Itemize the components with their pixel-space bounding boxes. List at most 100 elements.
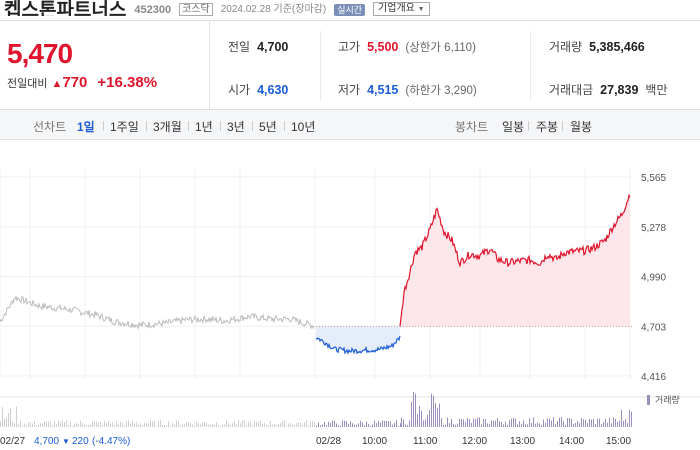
volume-bar [435,403,436,427]
volume-bar [625,419,626,427]
volume-bar [224,424,225,427]
volume-bar [617,421,618,427]
period-1d[interactable]: 1일 [77,120,95,134]
period-1y[interactable]: 1년 [195,120,213,134]
y-tick-label: 4,416 [641,372,666,383]
volume-bar [599,418,600,427]
period-10y[interactable]: 10년 [291,120,316,134]
volume-bar [56,424,57,427]
volume-bar [172,423,173,427]
volume-bar [70,421,71,427]
volume-bar [166,425,167,427]
period-3m[interactable]: 3개월 [153,120,182,134]
volume-bar [380,422,381,427]
volume-bar [18,424,19,427]
period-5y[interactable]: 5년 [259,120,277,134]
volume-bar [108,421,109,427]
volume-bar [194,425,195,427]
volume-bar [292,424,293,427]
volume-bar [138,424,139,427]
down-area-fill [316,326,400,354]
volume-bar [278,424,279,427]
volume-bar [332,420,333,427]
volume-bar [288,423,289,427]
volume-bar [132,421,133,427]
volume-bar [521,423,522,427]
volume-bar [449,423,450,427]
volume-bar [611,423,612,427]
volume-bar [356,424,357,427]
volume-bar [563,421,564,427]
volume-bar [20,421,21,427]
volume-bar [507,424,508,427]
volume-bar [561,417,562,427]
volume-bar [409,420,410,427]
y-axis-ticks: 5,565 5,278 4,990 4,703 4,416 [641,173,666,383]
volume-bar [268,425,269,427]
separator [103,121,104,131]
company-info-dropdown[interactable]: 기업개요 ▼ [373,2,430,16]
volume-bar [368,423,369,427]
volume-bar [122,422,123,427]
volume-bar [515,418,516,427]
volume-bar [467,417,468,427]
volume-bar [152,421,153,427]
volume-bar [583,419,584,427]
volume-bar [619,420,620,427]
market-badge: 코스닥 [179,3,213,16]
candle-monthly[interactable]: 월봉 [570,120,593,134]
volume-bar [294,425,295,427]
volume-bar [503,424,504,427]
volume-bar [316,425,317,427]
realtime-button[interactable]: 실시간 [334,4,366,16]
volume-bar [158,421,159,427]
volume-bar [577,420,578,427]
volume-bar [28,422,29,427]
volume-bar [72,425,73,427]
volume-bar [328,421,329,427]
candle-daily[interactable]: 일봉 [502,120,525,134]
volume-bar [306,420,307,427]
volume-bar [413,392,414,427]
prev-day-close: 4,700 [34,436,59,447]
volume-bar [228,423,229,427]
volume-bar [623,420,624,427]
volume-bar [80,420,81,427]
volume-bar [214,424,215,427]
volume-bar [58,420,59,427]
stock-name[interactable]: 켑스톤파트너스 [4,0,127,16]
volume-bar [523,420,524,427]
y-tick-label: 4,990 [641,273,666,284]
period-1w[interactable]: 1주일 [110,120,139,134]
volume-bar [232,423,233,427]
volume-bar [312,421,313,427]
volume-bar [346,421,347,427]
volume-bar [451,418,452,427]
volume-bar [364,425,365,427]
volume-bar [116,420,117,427]
volume-bar [443,424,444,427]
volume-bar [240,423,241,427]
candle-weekly[interactable]: 주봉 [536,120,559,134]
volume-bar [252,425,253,427]
separator [528,121,529,131]
volume-bar [314,422,315,427]
volume-bar [374,420,375,427]
stock-header: 켑스톤파트너스 452300 코스닥 2024.02.28 기준(장마감) 실시… [0,0,700,16]
volume-bar [74,423,75,427]
volume-bar [234,421,235,427]
volume-bar [607,422,608,427]
volume-bar [579,422,580,427]
volume-bar [52,425,53,427]
volume-bar [543,419,544,427]
volume-bar [376,423,377,427]
volume-bar [226,420,227,427]
stat-high: 고가 5,500 (상한가 6,110) [338,38,476,55]
volume-bar [68,424,69,427]
volume-bar [541,424,542,427]
period-3y[interactable]: 3년 [227,120,245,134]
volume-bar [392,424,393,427]
volume-bar [511,418,512,427]
prev-day-price-line [0,294,315,331]
volume-bar [403,419,404,427]
